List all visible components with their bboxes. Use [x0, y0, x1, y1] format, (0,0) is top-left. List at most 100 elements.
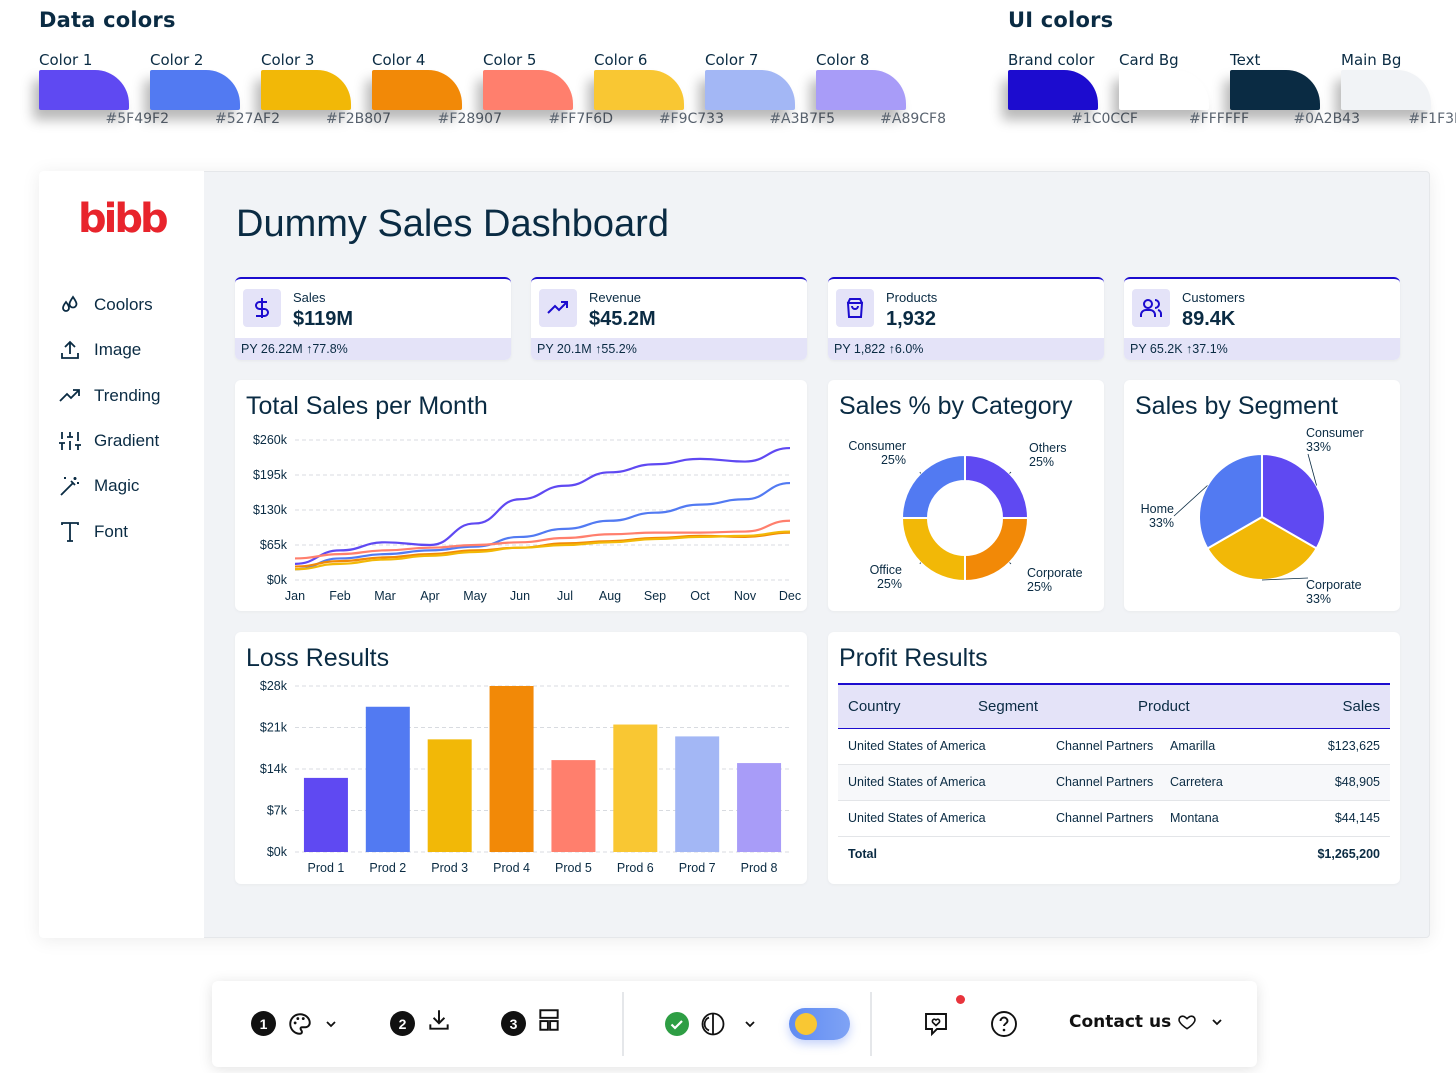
kpi-card-revenue: Revenue $45.2M PY 20.1M ↑55.2%	[531, 277, 807, 360]
chart-title: Sales by Segment	[1135, 392, 1338, 420]
x-tick-label: May	[463, 589, 487, 603]
sidebar-item-gradient[interactable]: Gradient	[58, 426, 159, 456]
chevron-down-icon[interactable]	[323, 1016, 339, 1032]
cell-segment: Channel Partners	[1056, 739, 1154, 753]
theme-toggle[interactable]	[789, 1008, 850, 1040]
sidebar-item-image[interactable]: Image	[58, 335, 141, 365]
contact-us-button[interactable]: Contact us	[1069, 1012, 1225, 1032]
leader-line	[1307, 453, 1317, 486]
x-tick-label: Dec	[779, 589, 801, 603]
bottom-toolbar	[212, 981, 1257, 1067]
bar-chart: $0k $7k $14k $21k $28k Prod 1 Prod 2 Prod 3 Prod…	[260, 679, 790, 875]
ui-color-1-swatch[interactable]	[1008, 70, 1098, 110]
notification-dot	[956, 995, 965, 1004]
data-color-8-hex: #A89CF8	[880, 111, 946, 127]
line-chart-card: Total Sales per Month	[235, 380, 807, 611]
col-sales[interactable]: Sales	[1278, 683, 1390, 729]
data-color-8-swatch[interactable]	[816, 70, 906, 110]
x-tick-label: Nov	[734, 589, 757, 603]
kpi-value: $45.2M	[589, 308, 656, 330]
pie-slice	[900, 453, 966, 519]
data-color-7-swatch[interactable]	[705, 70, 795, 110]
kpi-label: Products	[886, 290, 938, 305]
cell-sales: $44,145	[1278, 800, 1390, 837]
dollar-icon	[255, 298, 269, 318]
leader-line	[1009, 471, 1012, 474]
ui-color-2-swatch[interactable]	[1119, 70, 1209, 110]
data-color-2-swatch[interactable]	[150, 70, 240, 110]
data-color-5-swatch[interactable]	[483, 70, 573, 110]
data-color-8-label: Color 8	[816, 51, 870, 69]
x-tick-label: Prod 4	[493, 861, 530, 875]
series-line	[294, 481, 791, 571]
slice-percent: 25%	[1029, 455, 1054, 469]
bar	[613, 724, 658, 852]
ui-color-4-label: Main Bg	[1341, 51, 1402, 69]
slice-percent: 25%	[1027, 580, 1052, 594]
data-color-1-swatch[interactable]	[39, 70, 129, 110]
chevron-down-icon	[1212, 1019, 1222, 1026]
col-product[interactable]: Product	[1138, 683, 1278, 729]
x-tick-label: Feb	[329, 589, 351, 603]
download-icon[interactable]	[426, 1007, 452, 1033]
donut-chart: Others25%Corporate25%Office25%Consumer25…	[848, 439, 1082, 594]
x-tick-label: Oct	[690, 589, 710, 603]
kpi-label: Sales	[293, 290, 326, 305]
y-tick-label: $0k	[267, 573, 288, 587]
step-badge-1: 1	[251, 1011, 276, 1036]
ui-color-2-label: Card Bg	[1119, 51, 1179, 69]
feedback-icon[interactable]	[922, 1010, 950, 1038]
slice-percent: 33%	[1306, 592, 1331, 606]
data-color-1-label: Color 1	[39, 51, 93, 69]
sliders-icon	[59, 432, 81, 450]
x-tick-label: Prod 1	[308, 861, 345, 875]
sidebar-item-coolors[interactable]: Coolors	[58, 290, 153, 320]
droplets-icon	[62, 295, 78, 312]
contrast-icon[interactable]	[700, 1011, 726, 1037]
table-total-row: Total $1,265,200	[838, 836, 1390, 872]
ui-color-3-swatch[interactable]	[1230, 70, 1320, 110]
trending-up-icon	[547, 301, 568, 314]
data-color-3-hex: #F2B807	[325, 111, 391, 127]
y-tick-label: $195k	[253, 468, 288, 482]
sidebar-item-magic[interactable]: Magic	[58, 471, 139, 501]
sidebar-item-label: Magic	[94, 476, 140, 495]
slice-label: Consumer	[1306, 426, 1364, 440]
table-header-row: Country Segment Product Sales	[838, 683, 1390, 729]
palette-icon[interactable]	[287, 1011, 313, 1037]
layout-icon[interactable]	[536, 1007, 562, 1033]
slice-percent: 33%	[1149, 516, 1174, 530]
cell-product: Carretera	[1138, 764, 1278, 801]
pie-slice	[964, 453, 1030, 519]
y-tick-label: $65k	[260, 538, 288, 552]
y-tick-label: $130k	[253, 503, 288, 517]
data-color-6-swatch[interactable]	[594, 70, 684, 110]
cell-product: Montana	[1138, 800, 1278, 837]
leader-line	[1261, 577, 1309, 581]
bar	[427, 739, 472, 852]
toggle-knob	[795, 1013, 817, 1035]
chevron-down-icon[interactable]	[742, 1016, 758, 1032]
users-icon	[1140, 299, 1162, 317]
col-country[interactable]: Country	[838, 683, 978, 729]
toolbar-divider	[622, 992, 624, 1056]
x-tick-label: Jan	[285, 589, 305, 603]
pie-slice	[1198, 452, 1263, 550]
bar	[551, 760, 596, 852]
ui-color-4-swatch[interactable]	[1341, 70, 1431, 110]
y-tick-label: $28k	[260, 679, 288, 693]
cell-country: United States of America	[848, 739, 986, 753]
data-color-3-swatch[interactable]	[261, 70, 351, 110]
data-color-4-swatch[interactable]	[372, 70, 462, 110]
pie-slice	[900, 517, 966, 583]
sidebar-item-font[interactable]: Font	[58, 517, 128, 547]
ui-color-3-label: Text	[1230, 51, 1261, 69]
help-icon[interactable]	[990, 1010, 1018, 1038]
ui-color-3-hex: #0A2B43	[1293, 111, 1360, 127]
ui-color-1-hex: #1C0CCF	[1071, 111, 1138, 127]
check-circle-icon[interactable]	[664, 1011, 690, 1037]
sidebar-item-trending[interactable]: Trending	[58, 381, 160, 411]
col-segment[interactable]: Segment	[978, 683, 1138, 729]
cell-segment: Channel Partners	[1056, 775, 1154, 789]
sidebar	[39, 171, 204, 938]
